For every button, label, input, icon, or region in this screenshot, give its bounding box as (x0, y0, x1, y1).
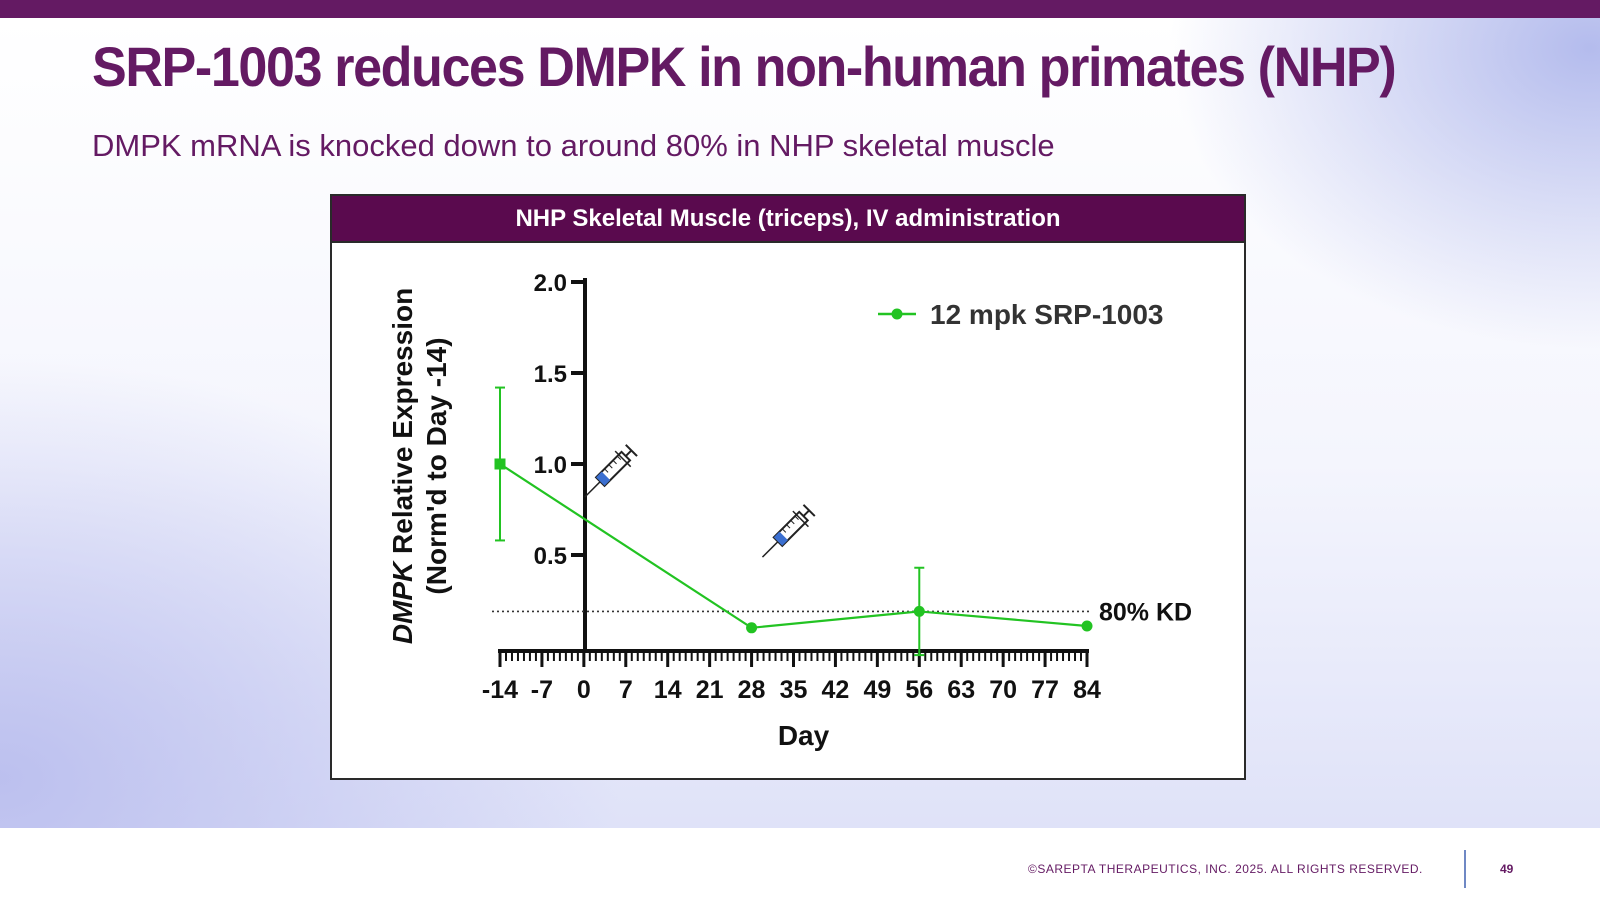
chart-title: NHP Skeletal Muscle (triceps), IV admini… (332, 196, 1244, 243)
slide-title: SRP-1003 reduces DMPK in non-human prima… (92, 35, 1397, 98)
x-tick-label: 70 (989, 676, 1017, 704)
x-tick-label: 28 (738, 676, 766, 704)
chart-panel: NHP Skeletal Muscle (triceps), IV admini… (330, 194, 1246, 780)
top-accent-bar (0, 0, 1600, 18)
x-tick-label: 63 (947, 676, 975, 704)
x-tick-label: 21 (696, 676, 724, 704)
x-tick-label: 35 (780, 676, 808, 704)
reference-line-label: 80% KD (1099, 598, 1192, 626)
x-tick-label: -14 (482, 676, 518, 704)
data-point (913, 605, 925, 617)
x-axis-label: Day (778, 720, 830, 751)
data-point (1081, 620, 1093, 632)
x-tick-label: 14 (654, 676, 682, 704)
legend-label: 12 mpk SRP-1003 (930, 299, 1163, 330)
x-tick-label: 84 (1073, 676, 1101, 704)
syringe-icon (584, 444, 638, 498)
x-tick-label: -7 (531, 676, 553, 704)
y-tick-label: 1.5 (534, 361, 567, 388)
y-tick-label: 0.5 (534, 543, 567, 570)
x-tick-label: 7 (619, 676, 633, 704)
y-axis-label-rest: Relative Expression (387, 288, 418, 562)
x-tick-label: 56 (905, 676, 933, 704)
x-tick-label: 77 (1031, 676, 1059, 704)
legend-marker (891, 308, 903, 320)
data-point (746, 622, 758, 634)
data-point (494, 458, 506, 470)
x-tick-label: 49 (863, 676, 891, 704)
footer-copyright: ©SAREPTA THERAPEUTICS, INC. 2025. ALL RI… (1028, 862, 1423, 876)
y-axis-label-line2: (Norm'd to Day -14) (421, 337, 452, 594)
x-tick-label: 42 (822, 676, 850, 704)
series-line (499, 463, 1088, 629)
footer-divider (1464, 850, 1466, 888)
y-axis-label-gene: DMPK (387, 560, 418, 644)
page-number: 49 (1500, 862, 1514, 876)
y-axis-label: DMPK Relative Expression (387, 288, 418, 644)
y-tick-label: 2.0 (534, 270, 567, 297)
slide-subtitle: DMPK mRNA is knocked down to around 80% … (92, 128, 1055, 163)
syringe-icon (761, 504, 816, 558)
y-tick-label: 1.0 (534, 452, 567, 479)
chart-svg: 0.5 1.0 1.5 2.0 -14 -7 0 7 14 21 28 35 42 49 56 63 70 77 8… (387, 270, 1192, 751)
x-tick-label: 0 (577, 676, 591, 704)
